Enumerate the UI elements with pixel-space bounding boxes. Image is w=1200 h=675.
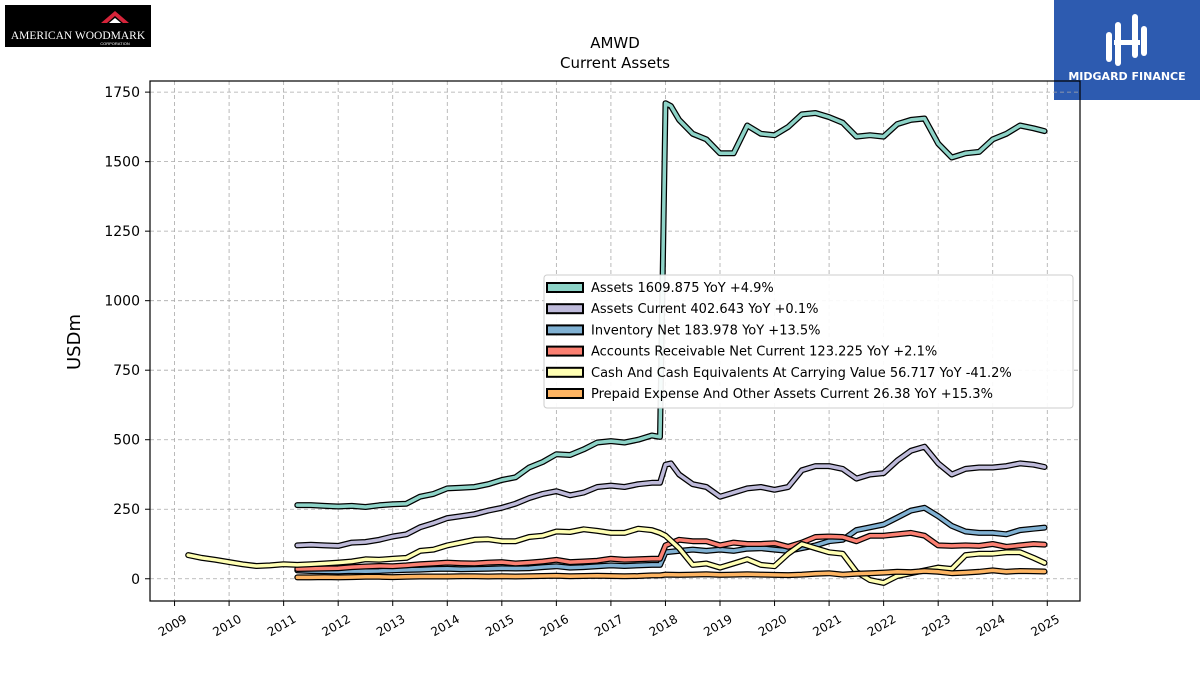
y-tick-label: 250 <box>113 502 140 518</box>
legend: Assets 1609.875 YoY +4.9% Assets Current … <box>543 274 1074 409</box>
y-tick-label: 1000 <box>104 294 140 310</box>
legend-swatch <box>546 303 584 315</box>
y-tick-label: 0 <box>131 572 140 588</box>
y-axis-label: USDm <box>64 314 85 370</box>
x-tick-label: 2019 <box>701 612 734 639</box>
logo-roof-inner <box>109 18 121 23</box>
logo-left-subtext: CORPORATION <box>100 41 130 46</box>
american-woodmark-logo: AMERICAN WOODMARK CORPORATION <box>5 5 151 47</box>
x-tick-label: 2024 <box>974 612 1007 639</box>
x-tick-label: 2025 <box>1029 612 1062 639</box>
legend-label: Inventory Net 183.978 YoY +13.5% <box>591 323 821 338</box>
series-lines <box>185 100 1048 586</box>
x-tick-label: 2009 <box>156 612 189 639</box>
series-prepaid-expense-and-other-assets-current <box>294 567 1048 581</box>
x-tick-label: 2017 <box>592 612 625 639</box>
legend-item: Prepaid Expense And Other Assets Current… <box>546 387 993 402</box>
legend-swatch <box>546 388 584 399</box>
logo-right-text: MIDGARD FINANCE <box>1068 70 1185 83</box>
series-accounts-receivable-net-current <box>294 529 1048 572</box>
legend-item: Assets 1609.875 YoY +4.9% <box>546 281 774 296</box>
midgard-finance-logo-graphic: MIDGARD FINANCE <box>1068 14 1186 83</box>
series-line <box>295 444 1047 548</box>
y-tick-label: 1750 <box>104 85 140 101</box>
x-tick-label: 2013 <box>374 612 407 639</box>
legend-item: Cash And Cash Equivalents At Carrying Va… <box>546 366 1012 381</box>
series-line <box>295 531 1047 571</box>
legend-item: Accounts Receivable Net Current 123.225 … <box>546 345 937 360</box>
logo-left-text: AMERICAN WOODMARK <box>11 30 146 42</box>
y-tick-label: 1250 <box>104 224 140 240</box>
y-tick-label: 500 <box>113 433 140 449</box>
legend-item: Inventory Net 183.978 YoY +13.5% <box>546 323 821 338</box>
chart-title: AMWD <box>590 34 640 52</box>
x-tick-label: 2023 <box>919 612 952 639</box>
legend-label: Prepaid Expense And Other Assets Current… <box>591 387 993 402</box>
x-tick-label: 2015 <box>483 612 516 639</box>
legend-swatch <box>546 345 584 357</box>
series-cash-and-cash-equivalents-at-carrying-value <box>185 525 1048 586</box>
plot-frame <box>149 80 1081 602</box>
chart-subtitle: Current Assets <box>560 54 670 72</box>
legend-label: Assets Current 402.643 YoY +0.1% <box>591 302 818 317</box>
legend-item: Assets Current 402.643 YoY +0.1% <box>546 302 818 317</box>
american-woodmark-logo-graphic: AMERICAN WOODMARK CORPORATION <box>11 11 146 46</box>
x-tick-label: 2012 <box>319 612 352 639</box>
x-tick-label: 2018 <box>647 612 680 639</box>
legend-swatch <box>546 366 584 378</box>
legend-swatch <box>546 282 584 293</box>
y-axis-ticks: 0 250 500 750 1000 1250 1500 1750 <box>104 85 150 588</box>
x-tick-label: 2016 <box>538 612 571 639</box>
y-tick-label: 750 <box>113 363 140 379</box>
logo-roof-mark <box>101 11 129 23</box>
series-assets-current <box>294 443 1048 549</box>
x-tick-label: 2011 <box>265 612 298 639</box>
legend-label: Cash And Cash Equivalents At Carrying Va… <box>591 366 1012 381</box>
y-tick-label: 1500 <box>104 155 140 171</box>
series-line <box>186 526 1047 585</box>
x-tick-label: 2014 <box>429 612 462 639</box>
series-assets <box>294 100 1048 510</box>
legend-label: Assets 1609.875 YoY +4.9% <box>591 281 774 296</box>
midgard-finance-logo: MIDGARD FINANCE <box>1054 0 1200 100</box>
midgard-emblem-icon <box>1106 14 1147 66</box>
x-tick-label: 2020 <box>756 612 789 639</box>
series-line <box>295 101 1047 509</box>
x-tick-label: 2021 <box>810 612 843 639</box>
series-line <box>295 568 1047 580</box>
legend-swatch <box>546 324 584 336</box>
legend-label: Accounts Receivable Net Current 123.225 … <box>591 345 937 360</box>
legend-box <box>543 274 1074 409</box>
x-tick-label: 2022 <box>865 612 898 639</box>
x-axis-ticks: 2009 2010 2011 2012 2013 2014 2015 2016 2017 2018… <box>156 601 1062 639</box>
x-tick-label: 2010 <box>210 612 243 639</box>
